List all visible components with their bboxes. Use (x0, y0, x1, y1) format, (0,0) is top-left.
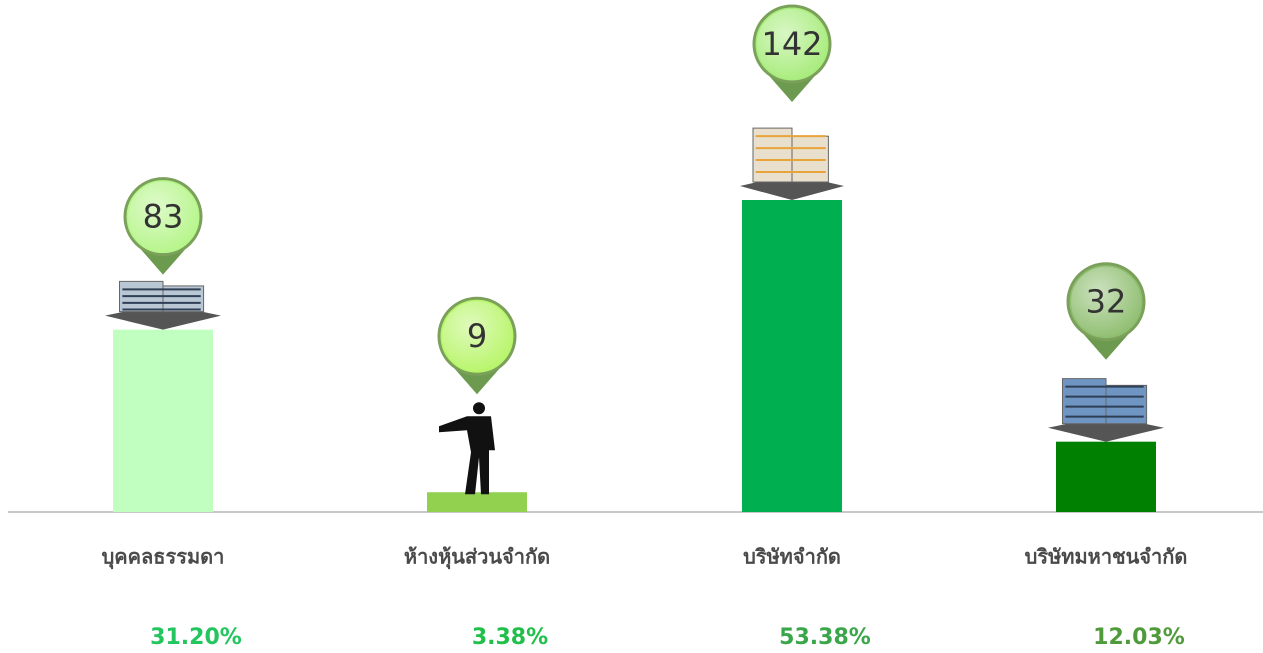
pin-shine (1071, 266, 1141, 337)
data-label: 9 (467, 317, 487, 355)
category-label: บริษัทมหาชนจำกัด (1025, 545, 1188, 569)
icon (439, 402, 495, 495)
category-label: ห้างหุ้นส่วนจำกัด (404, 545, 550, 570)
share-label: 53.38% (779, 625, 871, 650)
icon-body (439, 416, 495, 495)
icon-block (1105, 384, 1148, 425)
bar (742, 200, 842, 512)
pin-shine (128, 181, 198, 252)
bar (113, 329, 213, 512)
category-label: บุคคลธรรมดา (102, 545, 225, 570)
bar (1056, 441, 1156, 512)
share-label: 31.20% (150, 625, 242, 650)
share-label: 12.03% (1093, 625, 1185, 650)
icon (1048, 378, 1164, 442)
data-label: 142 (761, 25, 822, 63)
share-label: 3.38% (472, 625, 548, 650)
pin-shine (442, 301, 512, 372)
data-label: 32 (1086, 283, 1127, 321)
icon-head (473, 402, 485, 415)
pin-shine (757, 9, 827, 79)
icon (740, 127, 844, 200)
icon (105, 280, 221, 330)
data-label: 83 (143, 198, 184, 236)
bar (427, 492, 527, 512)
category-label: บริษัทจำกัด (743, 545, 841, 569)
